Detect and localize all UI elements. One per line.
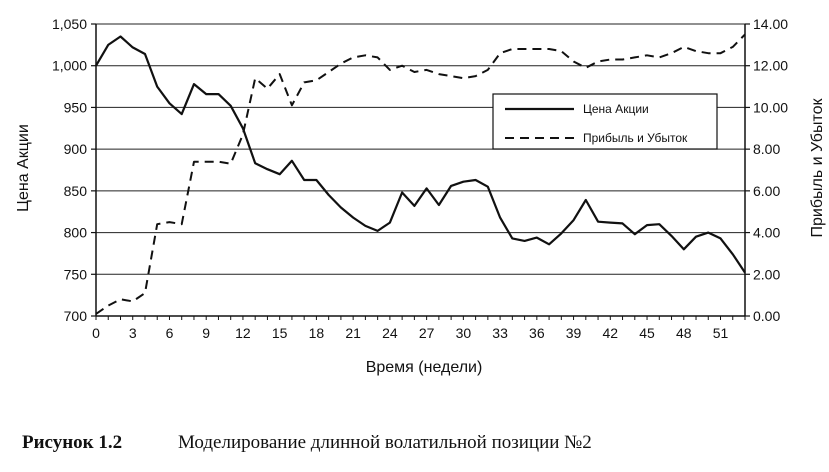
x-tick-label: 33 [492,325,508,341]
x-axis-title: Время (недели) [366,359,483,376]
x-tick-label: 36 [529,325,545,341]
legend-label-pnl: Прибыль и Убыток [583,131,688,145]
x-tick-label: 24 [382,325,398,341]
x-tick-label: 0 [92,325,100,341]
y-axis-left-title: Цена Акции [15,124,32,212]
y-left-tick-label: 750 [64,266,88,282]
y-right-tick-label: 0.00 [753,308,780,324]
figure-caption-text: Моделирование длинной волатильной позици… [178,432,592,453]
x-tick-label: 27 [419,325,435,341]
y-left-tick-label: 1,050 [52,16,87,32]
y-left-tick-label: 850 [64,183,88,199]
chart: 700 0.00 750 2.00 800 4.00 850 6.00 900 8.00 950 10… [15,16,826,376]
y-right-tick-label: 10.00 [753,99,788,115]
legend-label-price: Цена Акции [583,102,649,116]
series-line-price [95,35,746,274]
y-axis-right-title: Прибыль и Убыток [809,97,826,237]
x-tick-label: 18 [309,325,325,341]
tick-labels: 700 0.00 750 2.00 800 4.00 850 6.00 900 8.00 950 10… [52,16,788,341]
x-tick-label: 21 [345,325,361,341]
y-right-tick-label: 14.00 [753,16,788,32]
y-right-tick-label: 6.00 [753,183,780,199]
y-right-tick-label: 4.00 [753,225,780,241]
x-tick-label: 39 [566,325,582,341]
y-left-tick-label: 900 [64,141,88,157]
y-left-tick-label: 1,000 [52,58,87,74]
x-tick-label: 12 [235,325,251,341]
x-tick-label: 30 [456,325,472,341]
series-group [95,33,746,315]
x-tick-label: 15 [272,325,288,341]
y-right-tick-label: 12.00 [753,58,788,74]
x-tick-label: 45 [639,325,655,341]
axes [91,23,750,320]
x-tick-label: 42 [603,325,619,341]
x-tick-label: 9 [202,325,210,341]
gridlines [96,23,745,275]
legend-box [492,93,718,150]
figure-caption-label: Рисунок 1.2 [22,432,123,453]
x-tick-label: 48 [676,325,692,341]
x-tick-label: 6 [166,325,174,341]
y-right-tick-label: 2.00 [753,266,780,282]
y-left-tick-label: 800 [64,225,88,241]
series-line-pnl [95,33,746,315]
x-tick-label: 3 [129,325,137,341]
y-left-tick-label: 950 [64,99,88,115]
x-tick-label: 51 [713,325,729,341]
legend: Цена Акции Прибыль и Убыток [492,93,718,150]
y-right-tick-label: 8.00 [753,141,780,157]
y-left-tick-label: 700 [64,308,88,324]
